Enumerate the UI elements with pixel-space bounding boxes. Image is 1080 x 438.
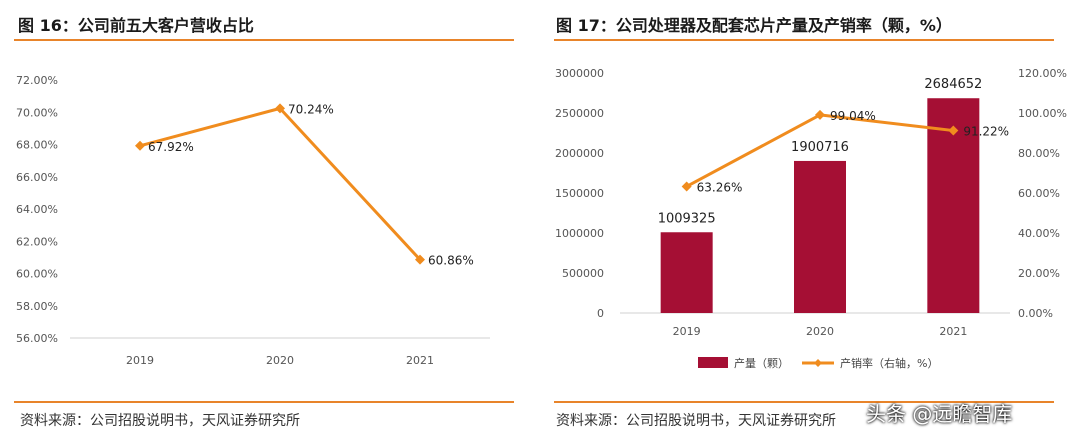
right-title-rule (554, 39, 1054, 41)
left-y-tick-label: 3000000 (555, 67, 604, 80)
y-tick-label: 62.00% (16, 235, 58, 248)
left-y-tick-label: 0 (597, 307, 604, 320)
data-label: 67.92% (148, 140, 194, 154)
x-tick-label: 2021 (406, 354, 434, 367)
y-tick-label: 72.00% (16, 74, 58, 87)
right-y-tick-label: 20.00% (1018, 267, 1060, 280)
production-bar (660, 232, 713, 313)
data-label: 60.86% (428, 254, 474, 268)
x-tick-label: 2020 (806, 325, 834, 338)
y-tick-label: 56.00% (16, 332, 58, 345)
right-source-rule (554, 401, 1054, 403)
left-y-tick-label: 1500000 (555, 187, 604, 200)
line-point-marker (681, 181, 692, 192)
right-y-tick-label: 0.00% (1018, 307, 1053, 320)
data-point-marker (415, 254, 425, 265)
x-tick-label: 2020 (266, 354, 294, 367)
y-tick-label: 66.00% (16, 171, 58, 184)
line-data-label: 91.22% (963, 125, 1009, 139)
right-y-tick-label: 120.00% (1018, 67, 1067, 80)
right-y-tick-label: 80.00% (1018, 147, 1060, 160)
data-point-marker (275, 103, 285, 114)
bar-data-label: 1009325 (658, 211, 716, 226)
data-point-marker (135, 140, 145, 151)
right-y-tick-label: 60.00% (1018, 187, 1060, 200)
x-tick-label: 2019 (673, 325, 701, 338)
right-combo-chart: 0 500000 1000000 1500000 2000000 2500000 30000… (555, 67, 1067, 370)
data-label: 70.24% (288, 102, 334, 116)
left-chart-panel: 图 16：公司前五大客户营收占比 56.00% 58.00% 60.00% 62.00… (14, 16, 514, 429)
right-source-text: 资料来源：公司招股说明书，天风证券研究所 (556, 413, 836, 429)
bar-data-label: 2684652 (924, 77, 982, 92)
y-tick-label: 70.00% (16, 106, 58, 119)
production-bar (794, 160, 846, 313)
y-tick-label: 68.00% (16, 139, 58, 152)
x-tick-label: 2019 (126, 354, 154, 367)
legend-swatch-bar (698, 357, 728, 368)
right-y-tick-label: 40.00% (1018, 227, 1060, 240)
line-data-label: 99.04% (830, 109, 876, 123)
right-chart-panel: 图 17：公司处理器及配套芯片产量及产销率（颗，%） 0 500000 100000… (540, 0, 1080, 438)
watermark-text: 头条 @远瞻智库 (866, 402, 1013, 426)
x-tick-label: 2021 (939, 325, 967, 338)
line-point-marker (948, 125, 959, 136)
left-y-tick-label: 500000 (562, 267, 604, 280)
left-source-rule (14, 401, 514, 403)
left-y-tick-label: 2000000 (555, 147, 604, 160)
legend-line-marker (814, 359, 822, 367)
legend-label-line: 产销率（右轴，%） (840, 356, 938, 370)
y-tick-label: 60.00% (16, 268, 58, 281)
y-tick-label: 58.00% (16, 300, 58, 313)
line-point-marker (815, 109, 825, 120)
left-source-text: 资料来源：公司招股说明书，天风证券研究所 (20, 413, 300, 429)
left-y-tick-label: 2500000 (555, 107, 604, 120)
left-line-chart: 56.00% 58.00% 60.00% 62.00% 64.00% 66.00% 68.0… (16, 74, 490, 367)
left-y-tick-label: 1000000 (555, 227, 604, 240)
legend-label-bar: 产量（颗） (734, 356, 789, 370)
right-chart-title: 图 17：公司处理器及配套芯片产量及产销率（颗，%） (556, 16, 952, 35)
left-title-rule (14, 39, 514, 41)
bar-data-label: 1900716 (791, 140, 849, 155)
right-y-tick-label: 100.00% (1018, 107, 1067, 120)
y-tick-label: 64.00% (16, 203, 58, 216)
revenue-share-line (139, 106, 422, 261)
left-chart-title: 图 16：公司前五大客户营收占比 (18, 16, 254, 35)
line-data-label: 63.26% (697, 180, 743, 194)
